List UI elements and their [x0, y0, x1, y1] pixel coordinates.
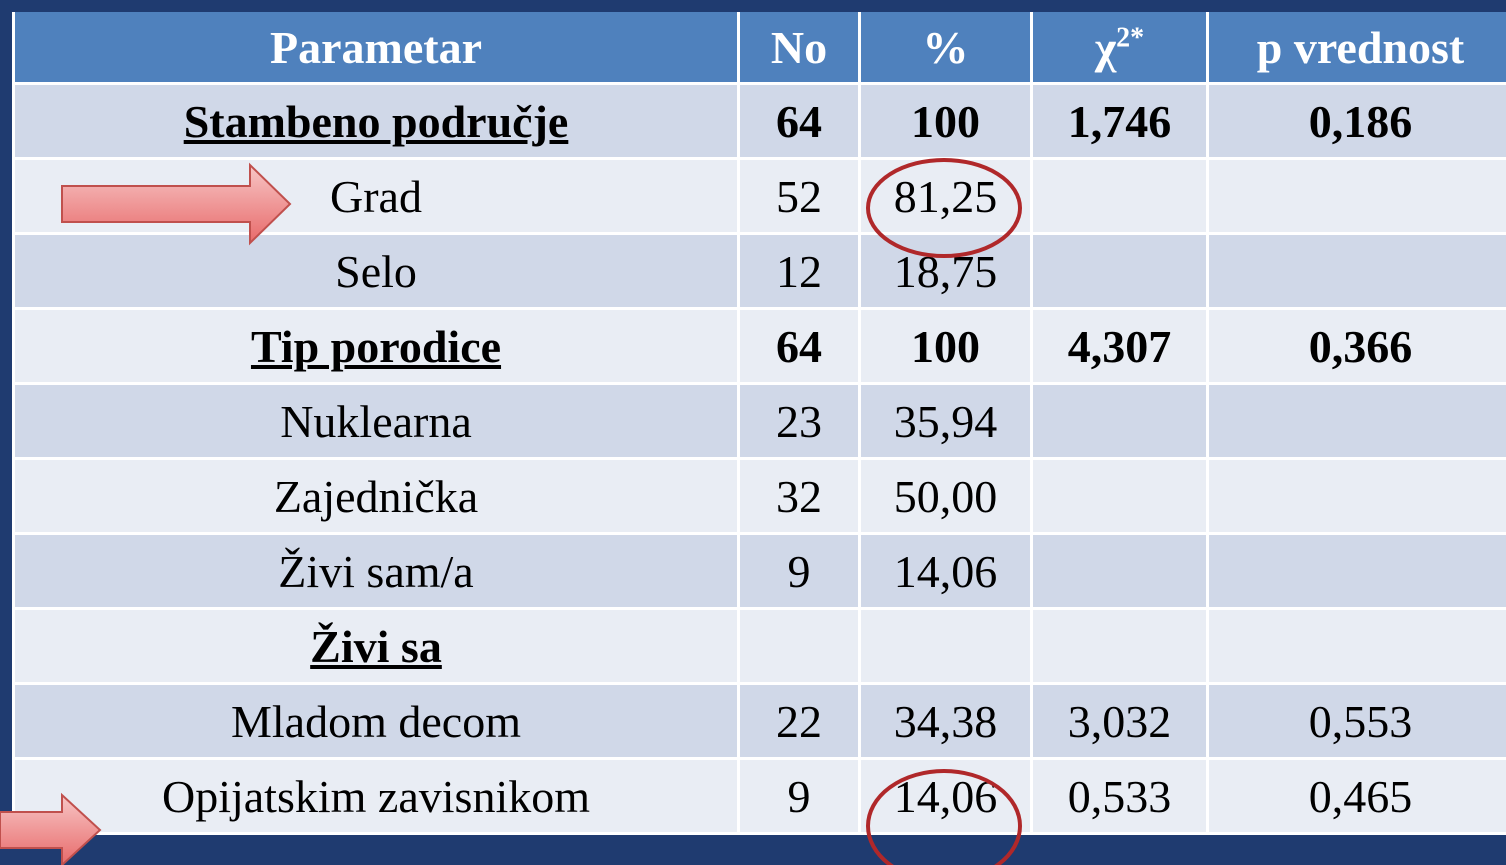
header-cell: χ2*: [1030, 12, 1209, 85]
cell: 0,533: [1030, 757, 1209, 835]
cell: 0,465: [1206, 757, 1506, 835]
cell: Tip porodice: [12, 307, 740, 385]
cell: 18,75: [858, 232, 1033, 310]
cell: [1030, 607, 1209, 685]
cell: 35,94: [858, 382, 1033, 460]
cell: 52: [737, 157, 861, 235]
cell: [1030, 457, 1209, 535]
cell: 3,032: [1030, 682, 1209, 760]
cell: 23: [737, 382, 861, 460]
cell: 0,366: [1206, 307, 1506, 385]
header-row: Parametar No% χ2* p vrednost: [12, 12, 1506, 85]
header-cell: p vrednost: [1206, 12, 1506, 85]
cell: 9: [737, 757, 861, 835]
arrow: [0, 792, 102, 865]
cell: [1030, 532, 1209, 610]
header-superscript: 2*: [1116, 22, 1145, 54]
header-cell: No: [737, 12, 861, 85]
cell: 9: [737, 532, 861, 610]
highlight-circle: [866, 158, 1022, 258]
cell: 81,25: [858, 157, 1033, 235]
table-row: Opijatskim zavisnikom 9 14,06 0,533 0,465: [12, 757, 1506, 835]
cell: Zajednička: [12, 457, 740, 535]
cell: [1206, 157, 1506, 235]
cell: [1030, 382, 1209, 460]
cell: 64: [737, 82, 861, 160]
cell: [1206, 457, 1506, 535]
table-row: Mladom decom 22 34,38 3,032 0,553: [12, 682, 1506, 760]
highlight-circle: [866, 769, 1022, 865]
table-row: Selo 12 18,75: [12, 232, 1506, 310]
cell: 22: [737, 682, 861, 760]
arrow: [61, 162, 292, 246]
cell: 34,38: [858, 682, 1033, 760]
cell: 32: [737, 457, 861, 535]
cell: [1206, 232, 1506, 310]
cell: Živi sa: [12, 607, 740, 685]
cell: 64: [737, 307, 861, 385]
cell: 100: [858, 307, 1033, 385]
cell: 14,06: [858, 532, 1033, 610]
cell: 1,746: [1030, 82, 1209, 160]
cell: Opijatskim zavisnikom: [12, 757, 740, 835]
table-row: Zajednička 32 50,00: [12, 457, 1506, 535]
cell: [1206, 532, 1506, 610]
cell: 0,553: [1206, 682, 1506, 760]
cell: [858, 607, 1033, 685]
cell: Nuklearna: [12, 382, 740, 460]
cell: [1206, 382, 1506, 460]
cell: Stambeno područje: [12, 82, 740, 160]
cell: 0,186: [1206, 82, 1506, 160]
cell: Mladom decom: [12, 682, 740, 760]
cell: [737, 607, 861, 685]
data-table: Parametar No% χ2* p vrednost Stambeno podru…: [12, 12, 1506, 835]
header-text: χ: [1094, 21, 1117, 73]
cell: 12: [737, 232, 861, 310]
table-row: Nuklearna 23 35,94: [12, 382, 1506, 460]
table-row: Tip porodice 64 100 4,307 0,366: [12, 307, 1506, 385]
table-row: Stambeno područje 64 100 1,746 0,186: [12, 82, 1506, 160]
cell: [1030, 157, 1209, 235]
cell: [1206, 607, 1506, 685]
cell: 50,00: [858, 457, 1033, 535]
cell: 100: [858, 82, 1033, 160]
cell: Živi sam/a: [12, 532, 740, 610]
cell: 4,307: [1030, 307, 1209, 385]
header-cell: Parametar: [12, 12, 740, 85]
cell: Selo: [12, 232, 740, 310]
table-row: Živi sam/a 9 14,06: [12, 532, 1506, 610]
cell: [1030, 232, 1209, 310]
table-row: Živi sa: [12, 607, 1506, 685]
table-body: Stambeno područje 64 100 1,746 0,186 Grad 52 81…: [12, 82, 1506, 835]
table-wrap: Parametar No% χ2* p vrednost Stambeno podru…: [12, 12, 1506, 865]
header-cell: %: [858, 12, 1033, 85]
